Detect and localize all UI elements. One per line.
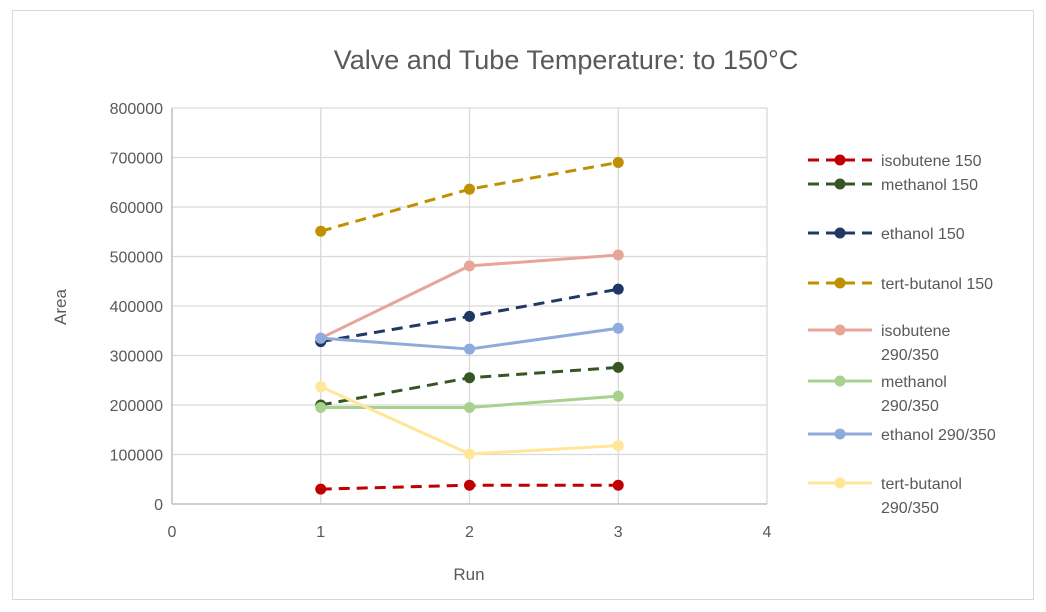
- y-tick-label: 200000: [110, 398, 163, 415]
- y-tick-label: 400000: [110, 299, 163, 316]
- series-7: [315, 381, 624, 460]
- legend-swatch-marker: [834, 154, 846, 166]
- data-point: [612, 322, 624, 334]
- gridlines: [172, 107, 768, 504]
- legend-label: tert-butanol: [881, 476, 962, 493]
- y-axis-label: Area: [51, 289, 70, 325]
- data-point: [612, 283, 624, 295]
- legend-label: 290/350: [881, 398, 939, 415]
- data-point: [612, 361, 624, 373]
- legend-label: ethanol 290/350: [881, 427, 996, 444]
- series-layer: [315, 156, 624, 495]
- legend-item: tert-butanol 150: [808, 276, 993, 293]
- y-tick-label: 100000: [110, 448, 163, 465]
- data-point: [612, 479, 624, 491]
- data-point: [612, 440, 624, 452]
- y-tick-label: 500000: [110, 250, 163, 267]
- y-tick-label: 0: [154, 497, 163, 514]
- data-point: [315, 225, 327, 237]
- data-point: [315, 332, 327, 344]
- legend-swatch-marker: [834, 477, 846, 489]
- series-6: [315, 322, 624, 355]
- series-0: [315, 479, 624, 495]
- legend-label: ethanol 150: [881, 226, 965, 243]
- x-axis-label: Run: [453, 565, 484, 584]
- legend-item: isobutene 290/350: [808, 323, 950, 364]
- legend-label: methanol 150: [881, 177, 978, 194]
- legend-swatch-marker: [834, 375, 846, 387]
- legend-swatch-marker: [834, 428, 846, 440]
- data-point: [315, 483, 327, 495]
- series-3: [315, 156, 624, 237]
- legend-label: tert-butanol 150: [881, 276, 993, 293]
- legend-label: methanol: [881, 374, 947, 391]
- y-tick-label: 700000: [110, 151, 163, 168]
- x-tick-label: 3: [614, 524, 623, 541]
- x-tick-label: 2: [465, 524, 474, 541]
- legend-item: methanol 150: [808, 177, 978, 194]
- legend-label: 290/350: [881, 500, 939, 517]
- x-tick-label: 0: [168, 524, 177, 541]
- y-tick-label: 800000: [110, 101, 163, 118]
- data-point: [464, 310, 475, 322]
- axes: 0 100000 200000 300000 400000 500000 600000 700…: [110, 101, 772, 541]
- data-point: [612, 249, 624, 261]
- legend-item: isobutene 150: [808, 153, 982, 170]
- data-point: [612, 390, 624, 402]
- data-point: [464, 479, 475, 491]
- legend-item: tert-butanol 290/350: [808, 476, 962, 517]
- chart-title: Valve and Tube Temperature: to 150°C: [334, 45, 799, 75]
- series-5: [315, 390, 624, 413]
- legend: isobutene 150 methanol 150 ethanol 150 tert…: [808, 153, 996, 517]
- data-point: [464, 401, 475, 413]
- data-point: [464, 372, 475, 384]
- legend-swatch-marker: [834, 277, 846, 289]
- data-point: [464, 183, 475, 195]
- legend-label: isobutene: [881, 323, 950, 340]
- x-tick-label: 1: [316, 524, 325, 541]
- data-point: [612, 156, 624, 168]
- legend-swatch-marker: [834, 178, 846, 190]
- data-point: [464, 448, 475, 460]
- data-point: [464, 260, 475, 272]
- x-tick-label: 4: [763, 524, 772, 541]
- legend-item: ethanol 290/350: [808, 427, 996, 444]
- y-tick-label: 600000: [110, 200, 163, 217]
- legend-item: methanol 290/350: [808, 374, 947, 415]
- legend-swatch-marker: [834, 227, 846, 239]
- data-point: [315, 401, 327, 413]
- legend-label: 290/350: [881, 347, 939, 364]
- data-point: [315, 381, 327, 393]
- y-tick-label: 300000: [110, 349, 163, 366]
- data-point: [464, 343, 475, 355]
- legend-label: isobutene 150: [881, 153, 982, 170]
- legend-swatch-marker: [834, 324, 846, 336]
- legend-item: ethanol 150: [808, 226, 965, 243]
